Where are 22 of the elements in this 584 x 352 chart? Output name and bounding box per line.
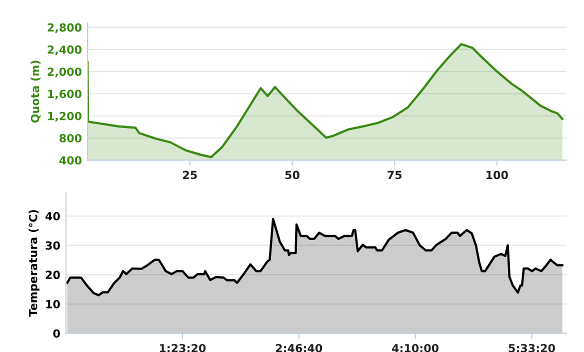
y-tick-label: 0 bbox=[53, 329, 60, 338]
x-tick-label: 2:46:40 bbox=[276, 344, 322, 352]
y-tick-label: 800 bbox=[60, 134, 82, 142]
x-tick-label: 50 bbox=[285, 170, 300, 180]
y-tick-label: 1,600 bbox=[48, 90, 82, 100]
y-tick-label: 400 bbox=[59, 156, 82, 165]
y-tick-label: 20 bbox=[46, 270, 60, 280]
y-tick-label: 40 bbox=[45, 212, 60, 220]
y-tick-label: 1,200 bbox=[48, 112, 82, 122]
x-tick-label: 25 bbox=[183, 170, 197, 180]
x-tick-label: 5:33:20 bbox=[508, 344, 555, 352]
y-tick-label: 2,400 bbox=[48, 45, 82, 56]
y-tick-label: 30 bbox=[46, 241, 60, 250]
y-axis-title: Quota (m) bbox=[30, 60, 41, 123]
y-tick-label: 2,000 bbox=[48, 68, 82, 78]
x-tick-label: 1:23:20 bbox=[160, 344, 206, 352]
x-tick-label: 4:10:00 bbox=[392, 344, 439, 352]
x-tick-label: 75 bbox=[388, 170, 402, 180]
y-axis-title: Temperatura (°C) bbox=[28, 210, 40, 317]
y-tick-label: 10 bbox=[46, 300, 60, 308]
y-tick-label: 2,800 bbox=[48, 23, 82, 34]
x-tick-label: 100 bbox=[486, 170, 508, 180]
